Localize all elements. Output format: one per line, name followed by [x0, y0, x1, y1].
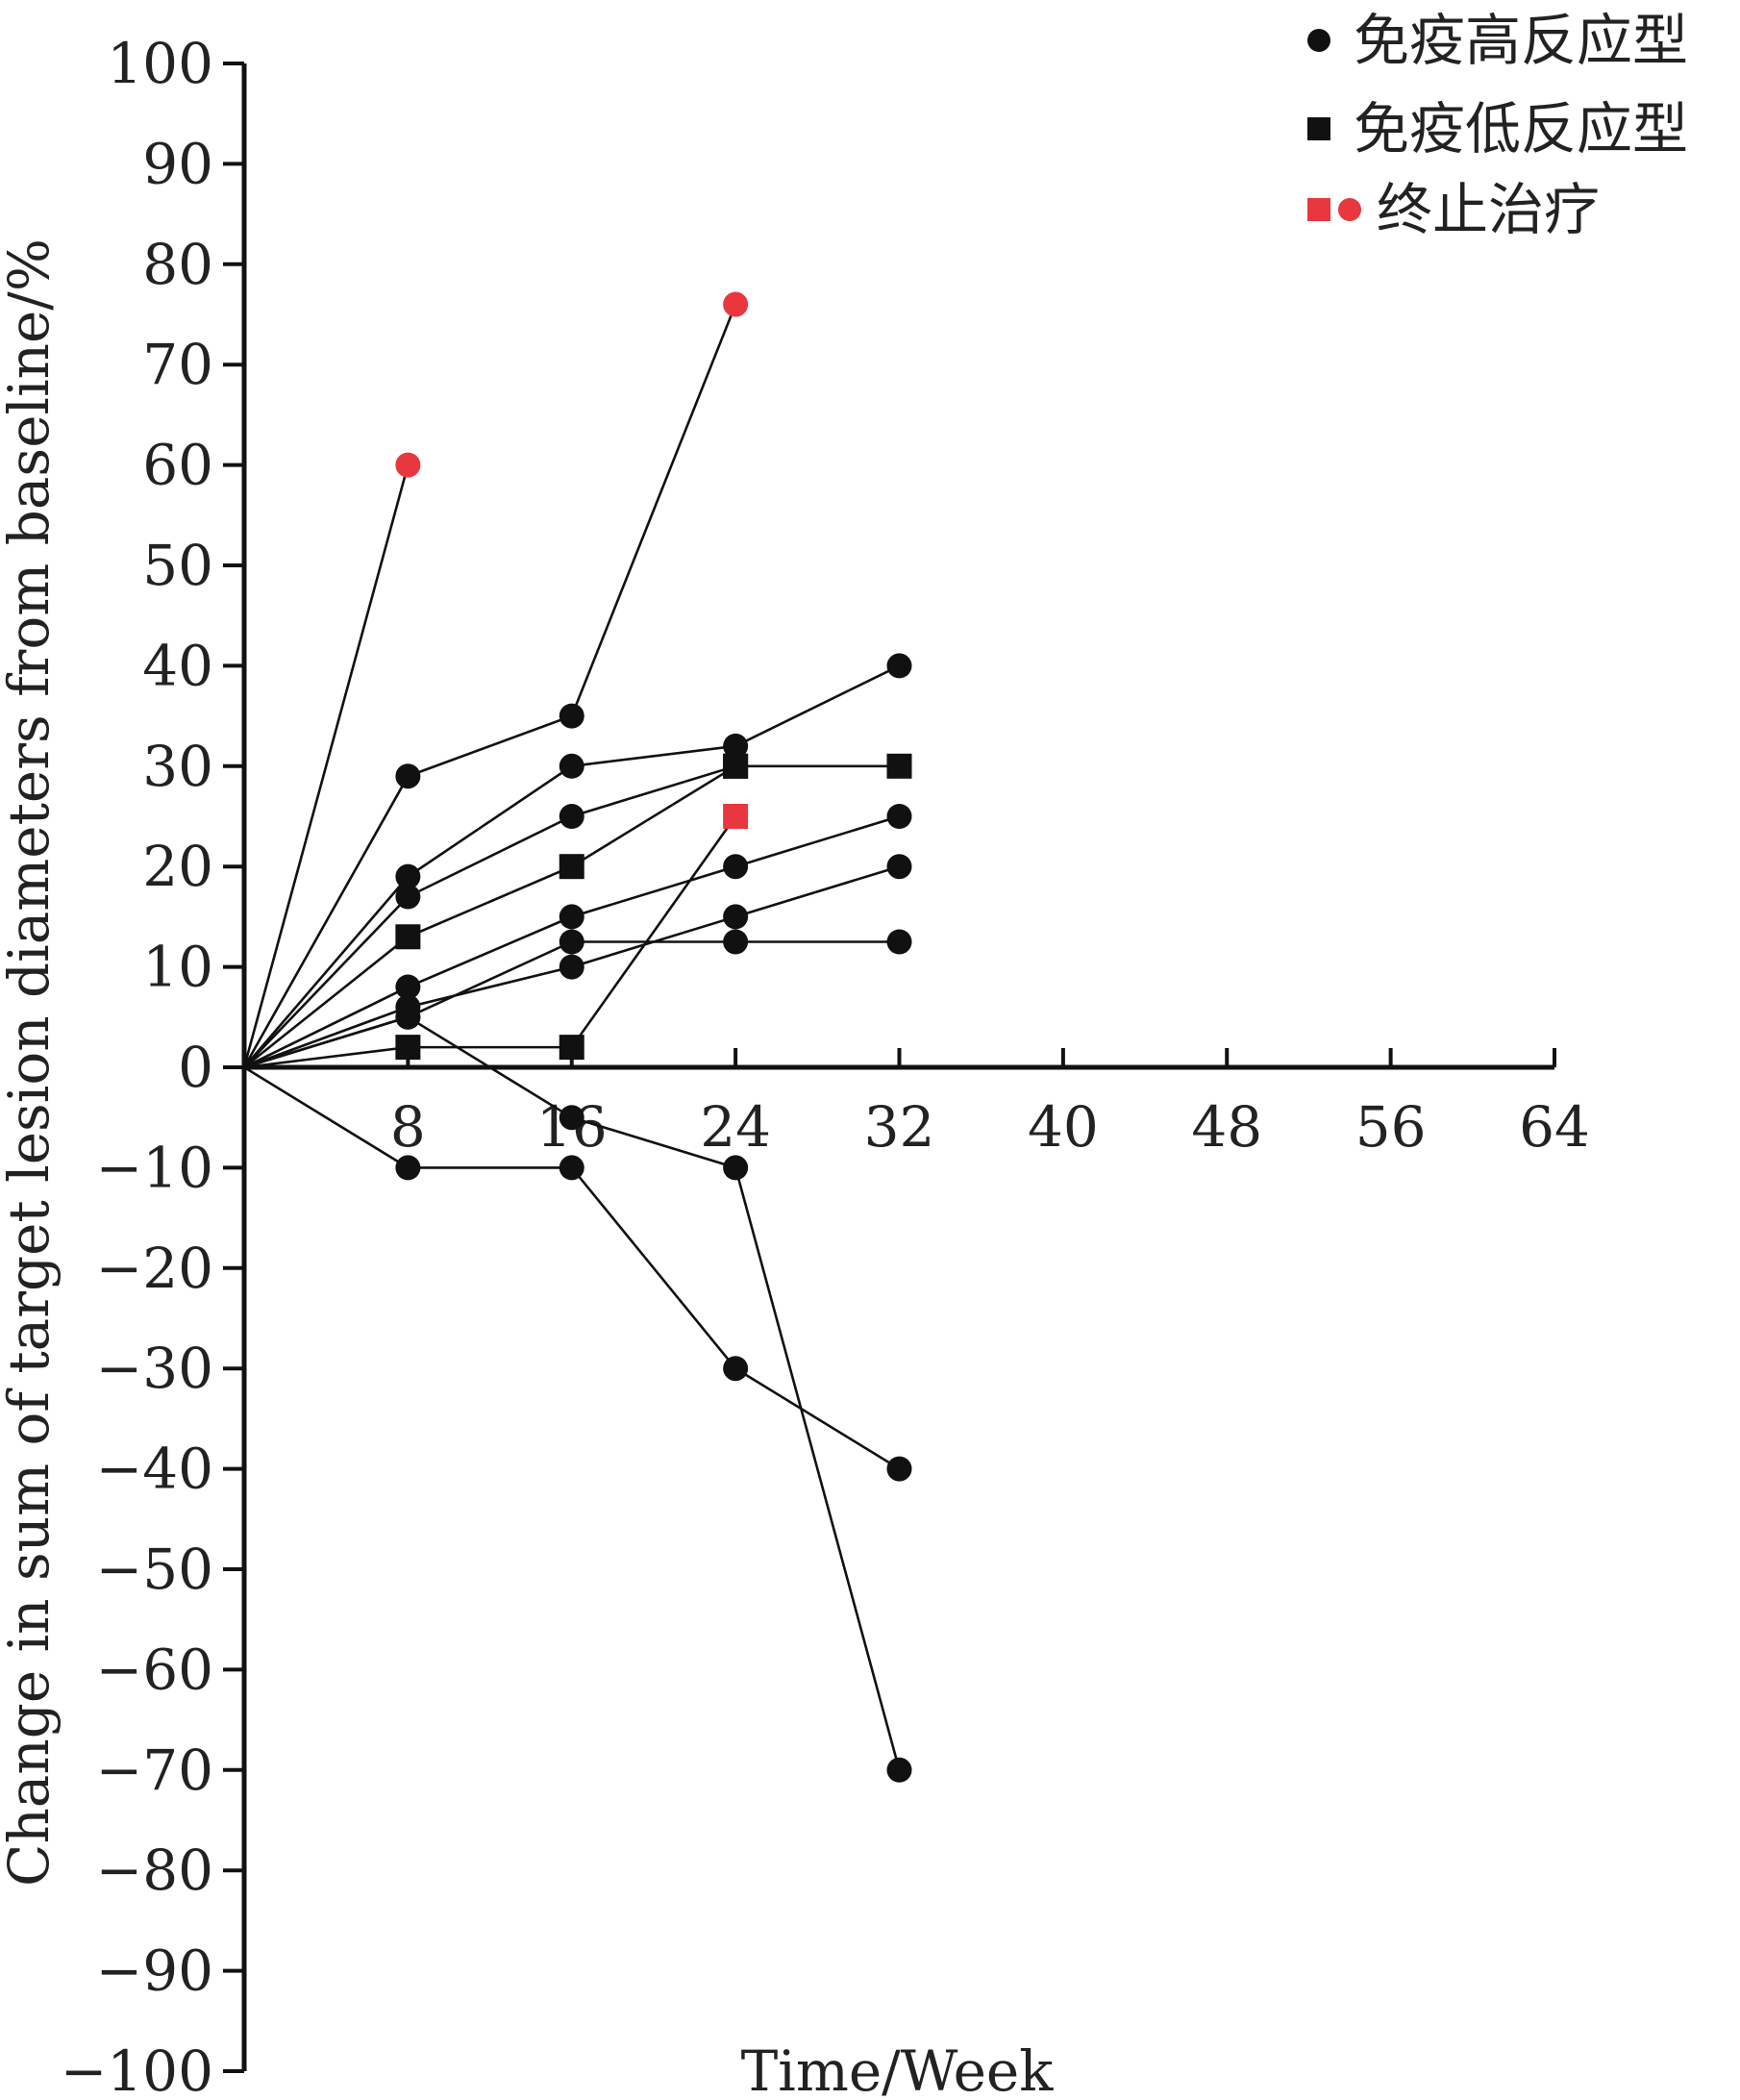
data-point-circle: [886, 1757, 912, 1783]
x-tick-label: 40: [1028, 1094, 1099, 1160]
data-markers: [395, 291, 912, 1783]
x-tick-label: 48: [1191, 1094, 1262, 1160]
series-line-2: [242, 304, 737, 1068]
data-point-circle: [723, 904, 749, 930]
data-point-circle: [723, 854, 749, 880]
x-axis-title: Time/Week: [741, 2038, 1055, 2100]
y-tick-label: −30: [96, 1336, 213, 1401]
x-tick-label: 56: [1355, 1094, 1427, 1160]
series-line-5: [243, 764, 736, 1069]
x-tick-label: 8: [390, 1094, 426, 1160]
axes: 1009080706050403020100−10−20−30−40−50−60…: [61, 31, 1590, 2100]
data-point-circle: [559, 703, 584, 729]
y-tick-label: 80: [142, 232, 213, 297]
y-tick-label: 30: [142, 734, 213, 799]
y-tick-label: −100: [61, 2038, 213, 2100]
data-point-square: [723, 753, 749, 779]
y-tick-label: 60: [142, 433, 213, 498]
axis-labels: Time/Week Change in sum of target lesion…: [0, 238, 1054, 2100]
data-point-circle: [559, 929, 584, 955]
data-point-circle: [395, 884, 421, 910]
legend-label: 终止治疗: [1377, 177, 1600, 242]
x-tick-label: 64: [1519, 1094, 1590, 1160]
legend-marker-circle: [1307, 29, 1330, 52]
legend-marker-circle: [1338, 198, 1361, 221]
y-tick-label: −20: [96, 1236, 213, 1301]
y-tick-label: 100: [107, 31, 213, 96]
y-tick-label: 90: [142, 131, 213, 196]
data-point-circle: [559, 904, 584, 930]
data-point-circle: [886, 1456, 912, 1482]
data-point-circle: [395, 1004, 421, 1030]
data-point-square: [886, 753, 912, 779]
data-point-circle: [559, 954, 584, 980]
data-point-circle: [723, 929, 749, 955]
y-tick-label: 0: [178, 1035, 213, 1100]
data-point-circle: [395, 1155, 421, 1181]
y-tick-label: −10: [96, 1135, 213, 1200]
y-tick-label: −50: [96, 1537, 213, 1602]
y-tick-label: −60: [96, 1637, 213, 1702]
data-point-circle: [886, 653, 912, 679]
data-point-circle: [886, 929, 912, 955]
data-point-circle: [395, 974, 421, 1000]
data-point-circle: [559, 753, 584, 779]
data-point-circle: [559, 1105, 584, 1131]
data-point-circle: [559, 804, 584, 829]
data-point-square: [395, 924, 421, 950]
y-tick-label: 20: [142, 834, 213, 899]
y-tick-label: −70: [96, 1738, 213, 1803]
data-point-circle: [886, 854, 912, 880]
y-tick-label: −90: [96, 1938, 213, 2004]
series-line-9: [243, 815, 737, 1069]
legend-marker-square: [1307, 117, 1330, 140]
y-tick-label: −40: [96, 1437, 213, 1502]
data-point-square: [395, 1035, 421, 1061]
y-tick-label: 10: [142, 935, 213, 1000]
y-tick-label: −80: [96, 1838, 213, 1903]
data-point-circle: [559, 1155, 584, 1181]
data-point-circle: [395, 452, 421, 478]
data-point-square: [559, 854, 584, 880]
data-point-circle: [395, 863, 421, 889]
x-tick-label: 24: [700, 1094, 771, 1160]
data-point-circle: [886, 804, 912, 829]
data-point-circle: [723, 733, 749, 759]
y-axis-title: Change in sum of target lesion diameters…: [0, 238, 62, 1887]
data-point-circle: [395, 763, 421, 789]
y-tick-label: 40: [142, 633, 213, 698]
legend-label: 免疫低反应型: [1354, 96, 1688, 162]
y-tick-label: 70: [142, 332, 213, 397]
data-point-circle: [723, 1155, 749, 1181]
x-tick-label: 32: [864, 1094, 935, 1160]
data-point-circle: [723, 1356, 749, 1382]
data-point-circle: [723, 291, 749, 317]
series-line-1: [242, 464, 410, 1068]
legend-label: 免疫高反应型: [1354, 8, 1688, 73]
legend-marker-square: [1307, 198, 1330, 221]
data-point-square: [723, 804, 749, 829]
data-point-square: [559, 1035, 584, 1061]
y-tick-label: 50: [142, 533, 213, 598]
